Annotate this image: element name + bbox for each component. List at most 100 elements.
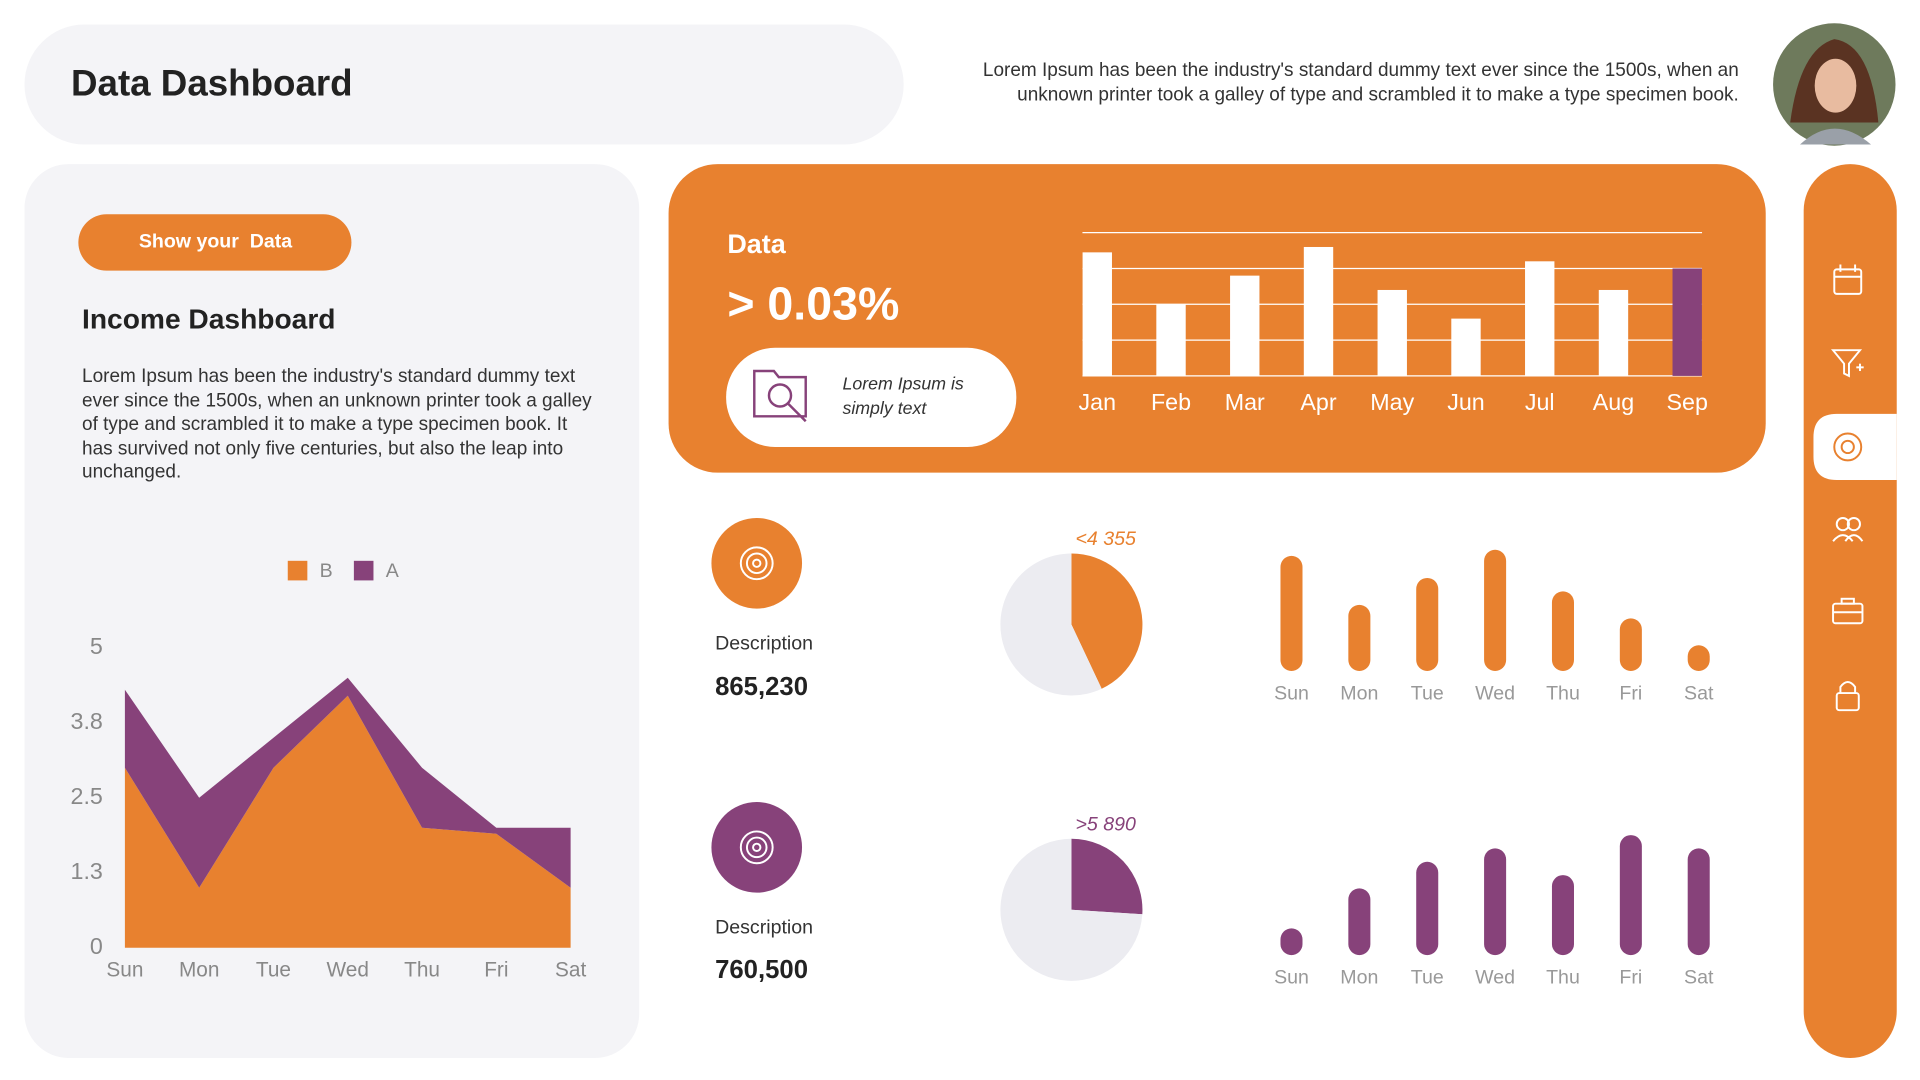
x-tick-label: Tue: [256, 959, 291, 982]
legend-label: B: [320, 560, 333, 582]
data-card-note-box: Lorem Ipsum is simply text: [842, 374, 964, 419]
sidebar-active-tab[interactable]: [1813, 413, 1897, 480]
y-tick-label: 3.8: [71, 708, 103, 734]
header-description: Lorem Ipsum has been the industry's stan…: [982, 60, 1739, 106]
x-tick-label: Sun: [1274, 682, 1309, 704]
x-tick-label: Aug: [1593, 389, 1634, 415]
bar: [1303, 246, 1334, 376]
x-tick-label: Mon: [1340, 967, 1378, 989]
x-tick-label: Fri: [484, 959, 508, 982]
x-tick-label: Feb: [1151, 389, 1191, 415]
bar: [1484, 549, 1507, 672]
search-folder-icon: [753, 369, 807, 423]
settings-icon[interactable]: [1833, 432, 1863, 462]
x-tick-label: Sat: [555, 959, 586, 982]
bar: [1348, 888, 1371, 956]
bar: [1280, 555, 1303, 672]
button-label[interactable]: Show your Data: [139, 231, 293, 253]
bar: [1551, 591, 1574, 672]
x-tick-label: Sun: [1274, 967, 1309, 989]
filter-icon[interactable]: [1830, 349, 1864, 378]
x-tick-label: Mar: [1225, 389, 1265, 415]
data-card-note-pill: [726, 347, 1017, 447]
bar: [1672, 268, 1702, 376]
bar: [1280, 928, 1303, 956]
bar: [1619, 835, 1642, 956]
x-tick-label: Sun: [106, 959, 143, 982]
y-tick-label: 1.3: [71, 858, 103, 884]
x-tick-label: Thu: [404, 959, 440, 982]
pie-slice: [1071, 838, 1143, 915]
x-tick-label: Sat: [1684, 967, 1714, 989]
pie-slice: [1000, 553, 1102, 696]
bar: [1416, 861, 1439, 956]
bar: [1230, 275, 1260, 376]
bar: [1598, 289, 1629, 376]
x-tick-label: Thu: [1546, 682, 1580, 704]
description-label: Description: [715, 632, 813, 654]
header-bar: [24, 24, 904, 145]
bar: [1451, 318, 1481, 376]
toolbox-icon[interactable]: [1832, 597, 1864, 625]
sidebar: [1803, 164, 1897, 1058]
x-tick-label: Jun: [1447, 389, 1485, 415]
x-tick-label: Fri: [1619, 682, 1642, 704]
bar: [1687, 848, 1710, 956]
panel-body-box: Lorem Ipsum has been the industry's stan…: [82, 366, 592, 483]
legend-swatch: [287, 560, 308, 581]
pie-slice: [1071, 553, 1143, 689]
x-tick-label: Jul: [1525, 389, 1555, 415]
x-tick-label: Sat: [1684, 682, 1714, 704]
page-title: Data Dashboard: [71, 62, 353, 103]
area: [124, 695, 571, 948]
panel-title: Income Dashboard: [82, 303, 335, 334]
x-tick-label: Sep: [1667, 389, 1708, 415]
x-tick-label: May: [1370, 389, 1414, 415]
target-icon: [711, 517, 803, 609]
data-card-title: Data: [727, 229, 786, 259]
bar: [1619, 618, 1642, 672]
pie-slice: [1000, 838, 1143, 981]
y-tick-label: 2.5: [71, 783, 103, 809]
header-description-box: Lorem Ipsum has been the industry's stan…: [982, 60, 1739, 106]
legend-label: A: [386, 560, 400, 582]
y-tick-label: 5: [90, 633, 103, 659]
bar: [1082, 252, 1112, 376]
legend-swatch: [353, 560, 374, 581]
x-tick-label: Mon: [179, 959, 219, 982]
bar: [1484, 848, 1507, 956]
bar: [1416, 577, 1439, 672]
x-tick-label: Wed: [327, 959, 369, 982]
x-tick-label: Jan: [1079, 389, 1117, 415]
description-value: 865,230: [715, 673, 808, 701]
pie-annotation: >5 890: [1075, 813, 1136, 835]
data-card-value: > 0.03%: [727, 278, 899, 330]
users-icon[interactable]: [1832, 516, 1864, 542]
x-tick-label: Wed: [1475, 967, 1515, 989]
x-tick-label: Mon: [1340, 682, 1378, 704]
bar: [1525, 261, 1555, 376]
x-tick-label: Apr: [1300, 389, 1336, 415]
description-value: 760,500: [715, 956, 808, 984]
bar: [1551, 875, 1574, 956]
data-card-note: Lorem Ipsum is simply text: [842, 374, 964, 419]
avatar: [1773, 23, 1896, 146]
x-tick-label: Fri: [1619, 967, 1642, 989]
lock-icon[interactable]: [1835, 681, 1860, 712]
bar: [1348, 604, 1371, 672]
bar: [1156, 304, 1186, 376]
target-icon: [711, 802, 803, 893]
bar: [1687, 645, 1710, 672]
show-data-button[interactable]: [78, 214, 352, 271]
bar: [1377, 289, 1407, 376]
pie-annotation: <4 355: [1075, 528, 1136, 550]
y-tick-label: 0: [90, 933, 103, 959]
x-tick-label: Tue: [1411, 967, 1444, 989]
calendar-icon[interactable]: [1833, 264, 1863, 295]
x-tick-label: Thu: [1546, 967, 1580, 989]
description-label: Description: [715, 916, 813, 938]
panel-body: Lorem Ipsum has been the industry's stan…: [82, 366, 592, 483]
x-tick-label: Tue: [1411, 682, 1444, 704]
